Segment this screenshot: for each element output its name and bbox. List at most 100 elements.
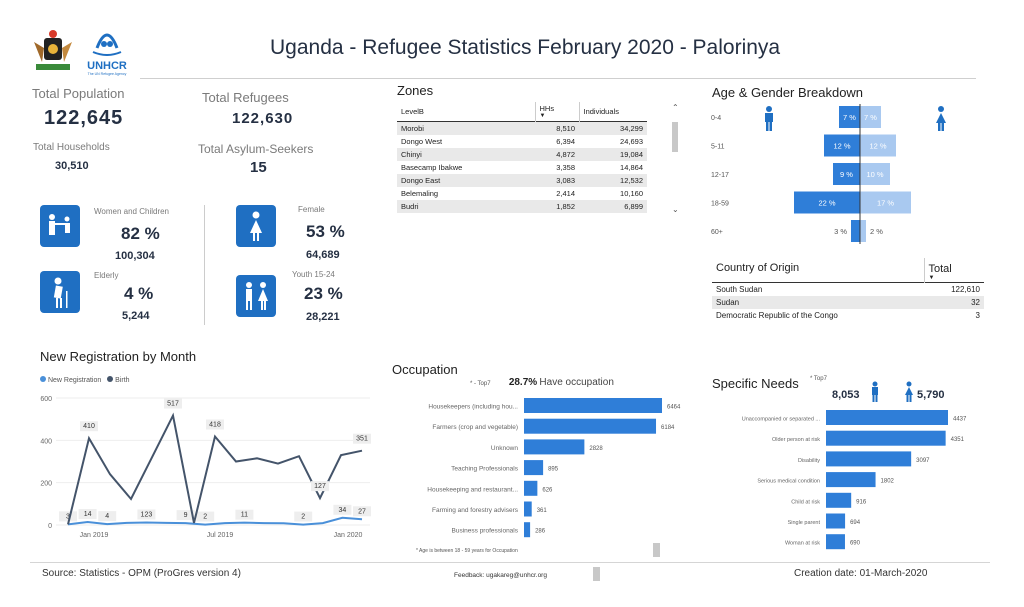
registration-chart-title: New Registration by Month — [40, 349, 197, 364]
category-bar[interactable] — [826, 430, 946, 446]
category-bar[interactable] — [826, 534, 845, 550]
country-table-body: South Sudan 122,610 Sudan 32 Democratic Repu… — [712, 283, 984, 323]
zone-hhs-cell: 3,358 — [556, 163, 575, 172]
female-bar — [860, 220, 866, 242]
zone-hhs-cell: 6,394 — [556, 137, 575, 146]
data-label-bg — [206, 419, 224, 430]
category-bar[interactable] — [826, 492, 852, 508]
zones-row[interactable]: Chinyi 4,872 19,084 — [397, 148, 647, 161]
footer-divider — [30, 562, 990, 563]
country-name-cell: South Sudan — [716, 285, 763, 294]
male-bar — [839, 106, 860, 128]
footer-source: Source: Statistics - OPM (ProGres versio… — [42, 568, 241, 579]
category-bar[interactable] — [524, 522, 531, 538]
country-total-cell: 32 — [971, 298, 980, 307]
country-row[interactable]: Sudan 32 — [712, 296, 984, 309]
category-bar[interactable] — [524, 501, 532, 517]
registration-line-chart: 0 200 400 600 Jan 2019 Jul 2019 Jan 2020 3 14 4 12… — [40, 396, 371, 539]
bar-value-label: 4351 — [951, 437, 965, 443]
category-bar[interactable] — [524, 398, 662, 413]
zones-col-hhs-label: HHs — [539, 104, 555, 113]
male-bar — [824, 134, 860, 157]
male-pct-label: 22 % — [818, 199, 835, 208]
category-label: Unaccompanied or separated ... — [742, 417, 821, 423]
category-bar[interactable] — [524, 480, 538, 496]
data-label: 351 — [356, 436, 368, 443]
bar-value-label: 626 — [542, 487, 553, 493]
footer-scroll-handle[interactable] — [593, 567, 600, 581]
specific-needs-male-total: 8,053 — [832, 389, 860, 401]
country-row[interactable]: Democratic Republic of the Congo 3 — [712, 309, 984, 322]
female-bar — [860, 163, 890, 185]
data-label: 27 — [358, 508, 366, 515]
category-bar[interactable] — [826, 451, 912, 467]
zones-row[interactable]: Dongo West 6,394 24,693 — [397, 135, 647, 148]
y-tick-label: 600 — [40, 396, 52, 403]
zones-col-level[interactable]: LevelB — [397, 102, 536, 122]
data-label-bg — [59, 511, 77, 522]
zones-row[interactable]: Belemaling 2,414 10,160 — [397, 187, 647, 200]
youth-label: Youth 15-24 — [292, 270, 335, 279]
zone-name-cell: Budri — [401, 202, 419, 211]
data-label-bg — [196, 511, 215, 522]
category-bar[interactable] — [524, 418, 657, 434]
female-pct-label: 10 % — [866, 170, 883, 179]
zones-row[interactable]: Budri 1,852 6,899 — [397, 200, 647, 213]
data-label: 3 — [66, 513, 70, 520]
category-bar[interactable] — [826, 410, 948, 425]
youth-icon — [236, 275, 276, 317]
occupation-subtitle: * - Top7 28.7% Have occupation — [470, 377, 614, 388]
data-label: 410 — [83, 423, 95, 430]
data-label-bg — [333, 504, 352, 515]
bar-value-label: 3097 — [916, 458, 930, 464]
category-label: Child at risk — [791, 499, 820, 505]
zones-col-individuals[interactable]: Individuals — [583, 107, 619, 116]
legend-new-registration: New Registration — [47, 377, 102, 384]
y-tick-label: 400 — [40, 438, 52, 445]
bar-value-label: 690 — [850, 541, 861, 547]
data-label-bg — [353, 433, 371, 444]
female-pct-label: 2 % — [870, 227, 883, 236]
birth-line — [67, 412, 363, 525]
female-bar — [860, 191, 911, 214]
zone-name-cell: Dongo East — [401, 176, 441, 185]
male-bar — [794, 191, 860, 214]
male-pct-label: 7 % — [843, 113, 856, 122]
data-label-bg — [78, 509, 97, 520]
country-col-total[interactable]: Total ▼ — [924, 258, 984, 283]
total-asylum-value: 15 — [250, 159, 267, 176]
data-label: 2 — [203, 514, 207, 521]
legend-dot-new — [40, 376, 46, 382]
total-households-label: Total Households — [33, 142, 110, 153]
data-label-bg — [176, 510, 195, 521]
occupation-scroll-handle[interactable] — [653, 543, 660, 557]
chevron-down-icon[interactable]: ⌄ — [672, 205, 679, 214]
zone-individuals-cell: 34,299 — [620, 124, 643, 133]
category-bar[interactable] — [524, 460, 544, 476]
page-title: Uganda - Refugee Statistics February 202… — [270, 36, 781, 59]
zones-row[interactable]: Dongo East 3,083 12,532 — [397, 174, 647, 187]
data-label: 127 — [314, 483, 326, 490]
country-col-origin[interactable]: Country of Origin — [712, 258, 925, 283]
chevron-up-icon[interactable]: ⌃ — [672, 103, 679, 112]
zones-row[interactable]: Basecamp Ibakwe 3,358 14,864 — [397, 161, 647, 174]
category-bar[interactable] — [826, 472, 876, 488]
zone-individuals-cell: 14,864 — [620, 163, 643, 172]
data-label-bg — [311, 481, 329, 492]
zones-scrollbar[interactable]: ⌃ ⌄ — [672, 103, 680, 214]
zones-row[interactable]: Morobi 8,510 34,299 — [397, 121, 647, 135]
category-bar[interactable] — [826, 513, 846, 529]
zones-table-wrap[interactable]: LevelB HHs ▼ Individuals Morobi 8,510 34,29… — [397, 102, 677, 222]
zones-col-hhs[interactable]: HHs ▼ — [535, 102, 580, 122]
scrollbar-thumb[interactable] — [672, 122, 678, 152]
footer-creation-date: Creation date: 01-March-2020 — [794, 568, 928, 579]
country-table-wrap: Country of Origin Total ▼ South Sudan 122,… — [712, 258, 986, 322]
footer-feedback[interactable]: Feedback: ugakareg@unhcr.org — [454, 572, 547, 579]
specific-needs-bar-chart: Unaccompanied or separated ... 4437 Older … — [742, 410, 967, 550]
data-label-bg — [80, 421, 98, 432]
data-label: 14 — [84, 511, 92, 518]
zone-name-cell: Morobi — [401, 124, 424, 133]
female-pct-label: 17 % — [877, 199, 894, 208]
country-row[interactable]: South Sudan 122,610 — [712, 283, 984, 297]
category-bar[interactable] — [524, 439, 585, 455]
